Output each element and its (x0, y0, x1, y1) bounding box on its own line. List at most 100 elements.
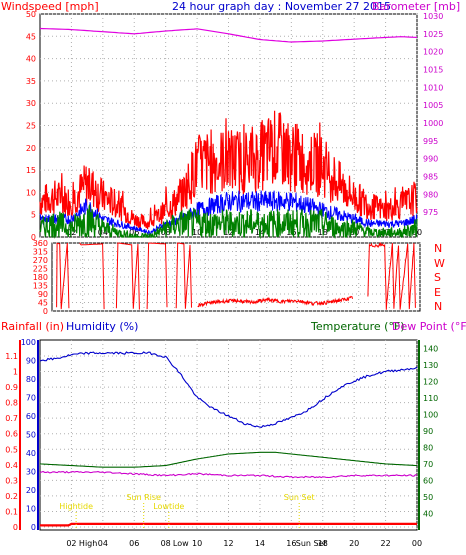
temperature-axis-title: Temperature (°F) (310, 320, 405, 333)
barometer-series-line (39, 27, 418, 43)
rainfall-tick-label: 0.5 (5, 445, 18, 454)
barometer-tick-label: 1015 (423, 66, 443, 75)
rainfall-tick-label: 0.2 (5, 492, 18, 501)
direction-series-line (146, 242, 168, 310)
direction-series-line (56, 242, 70, 310)
barometer-tick-label: 975 (423, 208, 438, 217)
humidity-tick-label: 20 (26, 486, 36, 495)
barometer-tick-label: 985 (423, 173, 438, 182)
x-tick-label: 06 (129, 539, 139, 548)
y-tick-label: 25 (26, 122, 36, 131)
y-tick-label: 50 (26, 10, 36, 19)
lower-panel: 0 0.1 0.2 0.3 0.4 0.5 0.6 0.7 0.8 0.9 1 1.1 0 10 20 30 4… (5, 338, 438, 548)
barometer-tick-label: 990 (423, 155, 438, 164)
dewpoint-series-line (39, 470, 418, 479)
x-tick-label: 04 (98, 539, 108, 548)
x-tick-label: 16 (286, 539, 296, 548)
humidity-tick-label: 40 (26, 449, 36, 458)
x-tick-label: 10 (192, 228, 202, 237)
x-axis-annotation: High (79, 539, 97, 548)
humidity-tick-label: 60 (26, 412, 36, 421)
cardinal-label: N (434, 242, 442, 255)
y-tick-label: 35 (26, 77, 36, 86)
x-tick-label: 00 (412, 539, 422, 548)
humidity-tick-label: 80 (26, 375, 36, 384)
barometer-tick-label: 995 (423, 137, 438, 146)
rainfall-axis-title: Rainfall (in) (1, 320, 64, 333)
humidity-tick-label: 100 (21, 338, 36, 347)
x-tick-label: 20 (349, 539, 359, 548)
y-tick-label: 5 (31, 211, 36, 220)
y-tick-label: 0 (43, 307, 48, 316)
barometer-tick-label: 1025 (423, 30, 443, 39)
direction-series-line (367, 241, 416, 310)
temperature-tick-label: 80 (423, 443, 433, 452)
temperature-tick-label: 70 (423, 460, 433, 469)
rainfall-tick-label: 0.3 (5, 476, 18, 485)
humidity-tick-label: 70 (26, 394, 36, 403)
x-tick-label: 08 (161, 539, 171, 548)
barometer-tick-label: 1020 (423, 48, 443, 57)
chart-title: 24 hour graph day : November 27 2015 (172, 0, 391, 13)
windspeed-axis-title: Windspeed [mph] (1, 0, 99, 13)
barometer-tick-label: 1030 (423, 12, 443, 21)
x-tick-label: 22 (380, 539, 390, 548)
x-tick-label: 18 (318, 539, 328, 548)
temperature-tick-label: 130 (423, 361, 438, 370)
y-tick-label: 270 (33, 256, 48, 265)
barometer-axis-title: Barometer [mb] (372, 0, 460, 13)
dewpoint-axis-title: Dew Point (°F) (392, 320, 466, 333)
rainfall-series-line (40, 522, 417, 527)
rainfall-tick-label: 0.4 (5, 461, 18, 470)
rainfall-tick-label: 1 (13, 368, 18, 377)
cardinal-label: W (434, 257, 445, 270)
x-tick-label: 10 (192, 539, 202, 548)
y-tick-label: 30 (26, 99, 36, 108)
y-tick-label: 45 (38, 299, 48, 308)
y-tick-label: 15 (26, 166, 36, 175)
y-tick-label: 45 (26, 32, 36, 41)
y-tick-label: 10 (26, 188, 36, 197)
humidity-series-line (39, 351, 418, 428)
rainfall-tick-label: 0.9 (5, 383, 18, 392)
humidity-axis-title: Humidity (%) (66, 320, 138, 333)
y-tick-label: 20 (26, 144, 36, 153)
x-tick-label: 02 (66, 539, 76, 548)
cardinal-label: E (434, 286, 441, 299)
y-tick-label: 180 (33, 273, 48, 282)
temperature-tick-label: 50 (423, 493, 433, 502)
barometer-tick-label: 1010 (423, 83, 443, 92)
y-tick-label: 90 (38, 290, 48, 299)
x-tick-label: 06 (129, 228, 139, 237)
y-tick-label: 135 (33, 282, 48, 291)
annotation-label: Lowtide (153, 502, 184, 511)
rainfall-tick-label: 0.6 (5, 430, 18, 439)
y-tick-label: 360 (33, 239, 48, 248)
rainfall-tick-label: 0.1 (5, 507, 18, 516)
annotation-label: Sun Rise (126, 493, 161, 502)
temperature-tick-label: 60 (423, 476, 433, 485)
temperature-series-line (39, 451, 418, 468)
annotation-label: Sun Set (284, 493, 315, 502)
temperature-tick-label: 90 (423, 427, 433, 436)
direction-series-line (79, 242, 105, 310)
y-tick-label: 315 (33, 248, 48, 257)
rainfall-tick-label: 1.1 (5, 352, 18, 361)
direction-series-line (175, 242, 192, 309)
annotation-label: Hightide (59, 502, 93, 511)
rainfall-tick-label: 0.8 (5, 399, 18, 408)
humidity-tick-label: 30 (26, 468, 36, 477)
cardinal-label: S (434, 271, 441, 284)
x-tick-label: 04 (98, 228, 108, 237)
x-axis-annotation: Low (173, 539, 189, 548)
low-series-line (39, 204, 418, 240)
cardinal-label: N (434, 300, 442, 313)
humidity-tick-label: 50 (26, 431, 36, 440)
temperature-tick-label: 140 (423, 344, 438, 353)
y-tick-label: 40 (26, 55, 36, 64)
y-tick-label: 225 (33, 265, 48, 274)
temperature-tick-label: 40 (423, 509, 433, 518)
gust-series-line (39, 110, 418, 230)
